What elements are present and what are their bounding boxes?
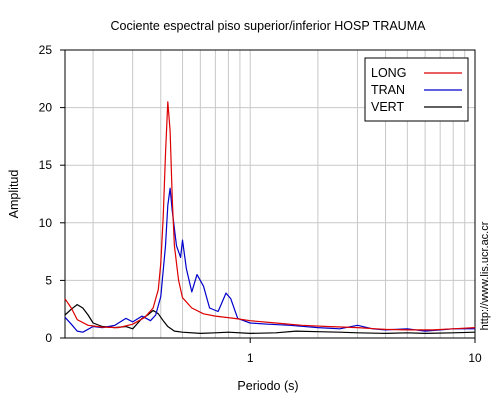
y-tick-label: 0	[45, 331, 52, 345]
x-tick-label: 10	[468, 351, 482, 365]
legend: LONG TRAN VERT	[364, 57, 469, 122]
side-url: http://www.lis.ucr.ac.cr	[479, 221, 491, 330]
y-axis-label: Amplitud	[7, 170, 21, 219]
series-vert-line	[64, 304, 476, 334]
series-layer	[64, 101, 476, 334]
x-tick-label: 1	[247, 351, 254, 365]
y-tick-label: 25	[39, 43, 53, 57]
y-tick-label: 10	[39, 216, 53, 230]
y-tick-label: 5	[45, 273, 52, 287]
legend-label-vert: VERT	[371, 100, 404, 114]
y-tick-label: 15	[39, 158, 53, 172]
legend-label-tran: TRAN	[371, 83, 405, 97]
legend-label-long: LONG	[371, 66, 406, 80]
ticks: 0 5 10 15 20 25 1 10	[39, 43, 482, 365]
series-tran-line	[64, 187, 475, 333]
plot-frame	[64, 49, 476, 339]
chart-title: Cociente espectral piso superior/inferio…	[111, 19, 427, 33]
series-long-line	[64, 101, 476, 331]
x-axis-label: Periodo (s)	[237, 379, 298, 393]
y-tick-label: 20	[39, 101, 53, 115]
